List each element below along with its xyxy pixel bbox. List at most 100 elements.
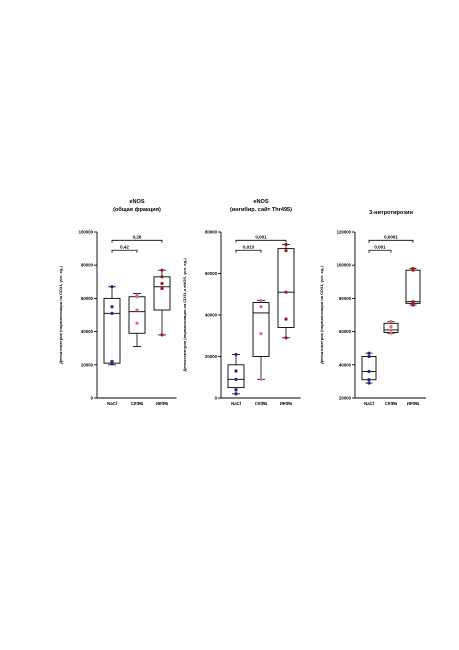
data-point (284, 290, 288, 294)
y-tick-label: 40000 (81, 329, 94, 334)
data-point (110, 311, 114, 315)
x-tick-label: NaCl (107, 401, 117, 406)
data-point (411, 266, 415, 271)
data-point (135, 293, 139, 297)
x-tick-label: NaCl (364, 401, 374, 406)
data-point (367, 354, 371, 359)
chart-subtitle: (общая фракция) (113, 206, 161, 213)
significance-bracket: 0,0001 (368, 234, 414, 243)
data-point (367, 351, 371, 355)
data-point (234, 388, 238, 392)
y-tick-label: 80000 (205, 230, 218, 235)
p-value-label: 0,001 (255, 234, 267, 239)
y-tick-label: 120000 (337, 230, 352, 235)
data-point (284, 242, 288, 247)
x-tick-label: ИКФБ (407, 401, 419, 406)
y-tick-label: 60000 (339, 329, 352, 334)
data-point (110, 285, 114, 289)
bracket-line (111, 249, 138, 253)
data-point (284, 336, 288, 340)
box-3 (405, 269, 421, 304)
data-point (160, 333, 164, 337)
x-tick-label: NaCl (231, 401, 241, 406)
chart-panel-2: eNOS(ингибир. сайт Thr495) 0 20000 40000 600… (182, 199, 301, 406)
data-point (135, 321, 139, 325)
significance-bracket: 0,001 (235, 234, 287, 243)
data-point (259, 332, 263, 336)
x-tick-label: СКФБ (385, 401, 397, 406)
y-tick-label: 0 (215, 396, 218, 401)
y-tick-label: 20000 (81, 362, 94, 367)
y-axis-label: Денситометрия (нормализация на CD31, усл… (319, 265, 324, 363)
chart-title: eNOS (129, 199, 145, 205)
x-tick-label: ИКФБ (156, 401, 168, 406)
box-1 (361, 356, 377, 381)
y-tick-label: 60000 (205, 271, 218, 276)
y-tick-label: 60000 (81, 296, 94, 301)
data-point (234, 377, 238, 381)
data-point (284, 317, 288, 321)
bracket-line (235, 249, 262, 253)
p-value-label: 0,42 (120, 244, 129, 249)
data-point (135, 308, 139, 312)
data-point (234, 352, 238, 357)
p-value-label: 0,0001 (384, 234, 398, 239)
data-point (234, 369, 238, 373)
y-tick-label: 80000 (339, 296, 352, 301)
data-point (389, 328, 393, 332)
data-point (389, 320, 393, 324)
data-point (160, 286, 164, 291)
p-value-label: 0,013 (243, 244, 255, 249)
data-point (367, 378, 371, 382)
data-point (259, 305, 263, 309)
chart-panel-3: 3-нитротирозин 20000 40000 60000 80000 100000… (319, 210, 426, 406)
y-tick-label: 80000 (81, 263, 94, 268)
box-2 (252, 302, 270, 357)
x-tick-label: СКФБ (131, 401, 143, 406)
chart-subtitle: (ингибир. сайт Thr495) (230, 206, 292, 213)
significance-bracket: 0,26 (111, 234, 163, 243)
significance-bracket: 0,42 (111, 244, 138, 253)
data-point (389, 331, 393, 335)
y-tick-label: 40000 (205, 313, 218, 318)
y-tick-label: 100000 (79, 230, 94, 235)
y-tick-label: 40000 (339, 362, 352, 367)
box-3 (277, 248, 295, 328)
y-tick-label: 20000 (205, 354, 218, 359)
y-tick-label: 20000 (339, 396, 352, 401)
data-point (234, 392, 238, 396)
data-point (259, 377, 263, 381)
data-point (284, 249, 288, 253)
y-tick-label: 100000 (337, 263, 352, 268)
x-tick-label: СКФБ (255, 401, 267, 406)
data-point (367, 369, 371, 374)
significance-bracket: 0,013 (235, 244, 262, 253)
data-point (389, 325, 393, 329)
bracket-line (368, 239, 414, 243)
chart-title: 3-нитротирозин (369, 210, 413, 216)
chart-title: eNOS (253, 199, 269, 205)
box-1 (227, 364, 245, 389)
bracket-line (111, 239, 163, 243)
box-2 (128, 296, 146, 334)
x-tick-label: ИКФБ (280, 401, 292, 406)
data-point (367, 381, 371, 385)
box-3 (153, 276, 171, 311)
data-point (259, 298, 263, 303)
significance-bracket: 0,001 (368, 244, 392, 253)
y-tick-label: 0 (91, 396, 94, 401)
bracket-line (368, 249, 392, 253)
data-point (110, 305, 114, 309)
chart-panel-1: eNOS(общая фракция) 0 20000 40000 60000 80000… (58, 199, 177, 406)
y-axis-label: Денситометрия (нормализация на CD31, усл… (58, 265, 63, 363)
y-axis-label: Денситометрия (нормализация на CD31 и eN… (182, 258, 187, 372)
bracket-line (235, 239, 287, 243)
p-value-label: 0,001 (374, 244, 386, 249)
data-point (160, 281, 164, 286)
p-value-label: 0,26 (133, 234, 142, 239)
data-point (160, 275, 164, 279)
data-point (110, 359, 114, 364)
data-point (411, 300, 415, 304)
data-point (160, 268, 164, 272)
